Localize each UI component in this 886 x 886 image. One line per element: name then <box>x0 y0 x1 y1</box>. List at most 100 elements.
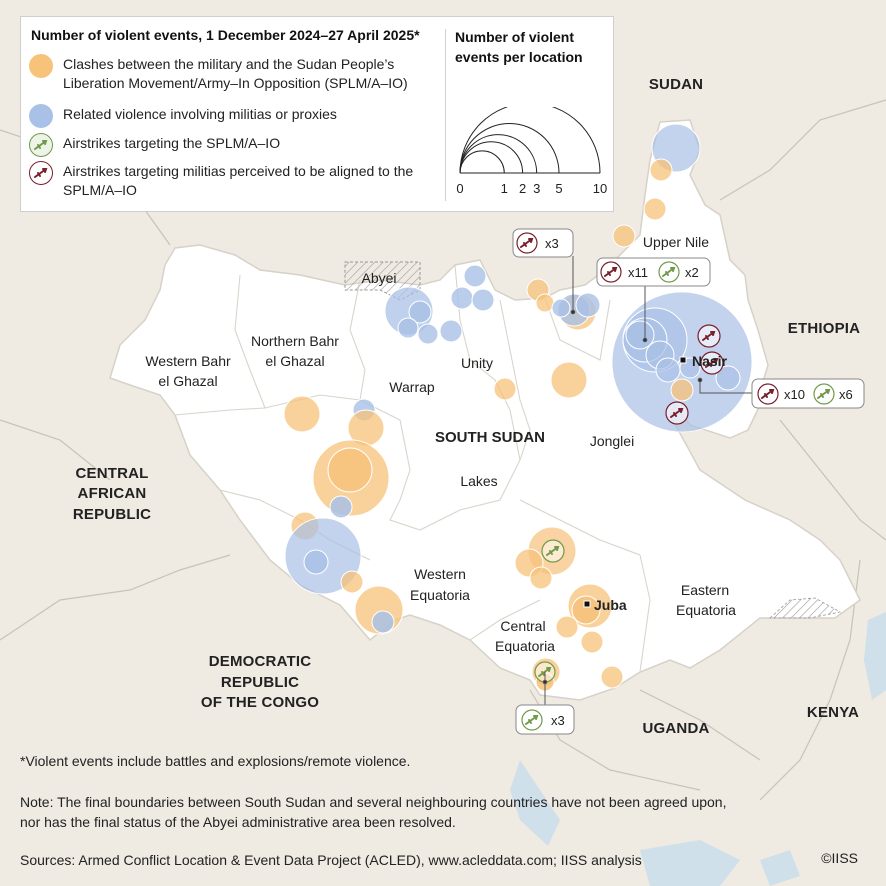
region-label-eastern-equatoria: Eastern <box>681 582 729 598</box>
region-label-upper-nile: Upper Nile <box>643 234 709 250</box>
region-label-eastern-equatoria: Equatoria <box>676 602 736 618</box>
event-circle <box>493 377 517 401</box>
legend-item-militias: Related violence involving militias or p… <box>29 104 449 128</box>
country-label-south-sudan: SOUTH SUDAN <box>435 429 545 446</box>
legend-item-label: Airstrikes targeting militias perceived … <box>63 163 414 198</box>
legend-divider <box>445 29 446 201</box>
event-circle <box>329 495 353 519</box>
event-circle <box>555 615 579 639</box>
green-airplane-icon <box>541 539 565 563</box>
event-circle <box>715 365 741 391</box>
event-circle <box>655 357 681 383</box>
callout-label: x3 <box>545 236 559 251</box>
event-circle <box>600 665 624 689</box>
event-circle <box>580 630 604 654</box>
country-label-sudan: SUDAN <box>649 76 703 93</box>
maroon-airplane-icon <box>697 324 721 348</box>
event-circle <box>471 288 495 312</box>
event-circle <box>408 300 432 324</box>
event-circle <box>450 286 474 310</box>
region-label-western-bahr: Western Bahr <box>145 353 231 369</box>
lake-small <box>760 850 800 886</box>
country-label-uganda: UGANDA <box>642 720 709 737</box>
state-borders <box>174 264 651 673</box>
event-circle <box>612 224 636 248</box>
ilemi-disputed-area <box>768 597 842 619</box>
lake-kyoga <box>640 840 740 886</box>
event-circle <box>670 378 694 402</box>
size-scale-tick-label: 0 <box>456 181 463 196</box>
callout-leader-lines <box>542 256 752 705</box>
legend-item-label: Clashes between the military and the Sud… <box>63 56 408 91</box>
callout-label: x10 <box>784 387 805 402</box>
event-circle <box>397 317 419 339</box>
city-label: Nasir <box>692 353 728 369</box>
event-circle <box>463 264 487 288</box>
size-scale-legend: 0 1 2 3 5 10 <box>456 107 607 196</box>
country-label-drc: OF THE CONGO <box>201 694 319 711</box>
legend-item-label: Related violence involving militias or p… <box>63 106 337 122</box>
region-label-western-equatoria: Equatoria <box>410 587 470 603</box>
event-circle <box>303 549 329 575</box>
size-scale-arc <box>459 141 524 174</box>
city-nasir: Nasir <box>679 353 728 369</box>
region-label-western-equatoria: Western <box>414 566 466 582</box>
region-label-lakes: Lakes <box>460 473 497 489</box>
country-label-kenya: KENYA <box>807 704 859 721</box>
size-scale-arc <box>459 134 538 174</box>
callout-maroon-x11-green-x2: x11 x2 <box>596 257 711 287</box>
callout-maroon-x10-green-x6: x10 x6 <box>751 378 865 409</box>
size-scale-arc <box>459 150 505 174</box>
event-circle <box>439 319 463 343</box>
callout-label: x2 <box>685 265 699 280</box>
event-circle <box>575 292 601 318</box>
event-circle <box>649 158 673 182</box>
event-circle <box>571 595 601 625</box>
country-label-car: REPUBLIC <box>73 506 151 523</box>
callout-label: x11 <box>628 265 648 280</box>
region-label-western-bahr: el Ghazal <box>158 373 217 389</box>
country-label-ethiopia: ETHIOPIA <box>788 320 860 337</box>
size-legend-title: Number of violent events per location <box>455 29 583 65</box>
city-juba: Juba <box>583 597 627 613</box>
note-line-2: nor has the final status of the Abyei ad… <box>20 814 456 830</box>
region-label-abyei: Abyei <box>361 270 396 286</box>
callout-maroon-x3: x3 <box>512 228 574 258</box>
callout-green-x3: x3 <box>515 704 575 735</box>
legend-item-clashes: Clashes between the military and the Sud… <box>29 54 449 93</box>
event-circle <box>643 197 667 221</box>
lake-albert <box>510 760 560 846</box>
legend-title: Number of violent events, 1 December 202… <box>31 27 420 43</box>
country-label-car: CENTRAL <box>75 465 148 482</box>
callout-label: x3 <box>551 713 565 728</box>
lake-turkana <box>864 612 886 700</box>
event-circle <box>417 323 439 345</box>
event-circle <box>327 447 373 493</box>
green-airplane-icon <box>29 133 53 157</box>
footnote: *Violent events include battles and expl… <box>20 753 411 769</box>
orange-circle-icon <box>29 54 53 78</box>
size-scale-tick-label: 2 <box>519 181 526 196</box>
event-circle <box>550 361 588 399</box>
size-scale-tick-label: 10 <box>593 181 607 196</box>
maroon-airplane-icon <box>700 351 724 375</box>
legend: Number of violent events, 1 December 202… <box>20 16 614 212</box>
size-scale-tick-label: 1 <box>501 181 508 196</box>
region-label-central-equatoria: Central <box>500 618 545 634</box>
country-label-drc: DEMOCRATIC <box>209 653 312 670</box>
country-label-drc: REPUBLIC <box>221 674 299 691</box>
copyright: ©IISS <box>821 850 858 866</box>
legend-item-airstrikes-militias: Airstrikes targeting militias perceived … <box>29 161 449 200</box>
legend-item-airstrikes-splm: Airstrikes targeting the SPLM/A–IO <box>29 133 449 157</box>
region-label-warrap: Warrap <box>389 379 435 395</box>
region-label-northern-bahr: Northern Bahr <box>251 333 339 349</box>
region-label-jonglei: Jonglei <box>590 433 634 449</box>
size-scale-tick-label: 3 <box>533 181 540 196</box>
legend-item-label: Airstrikes targeting the SPLM/A–IO <box>63 135 281 151</box>
city-label: Juba <box>594 597 627 613</box>
size-scale-arc <box>459 123 560 174</box>
event-circle <box>535 293 555 313</box>
region-label-unity: Unity <box>461 355 493 371</box>
event-circle <box>371 610 395 634</box>
